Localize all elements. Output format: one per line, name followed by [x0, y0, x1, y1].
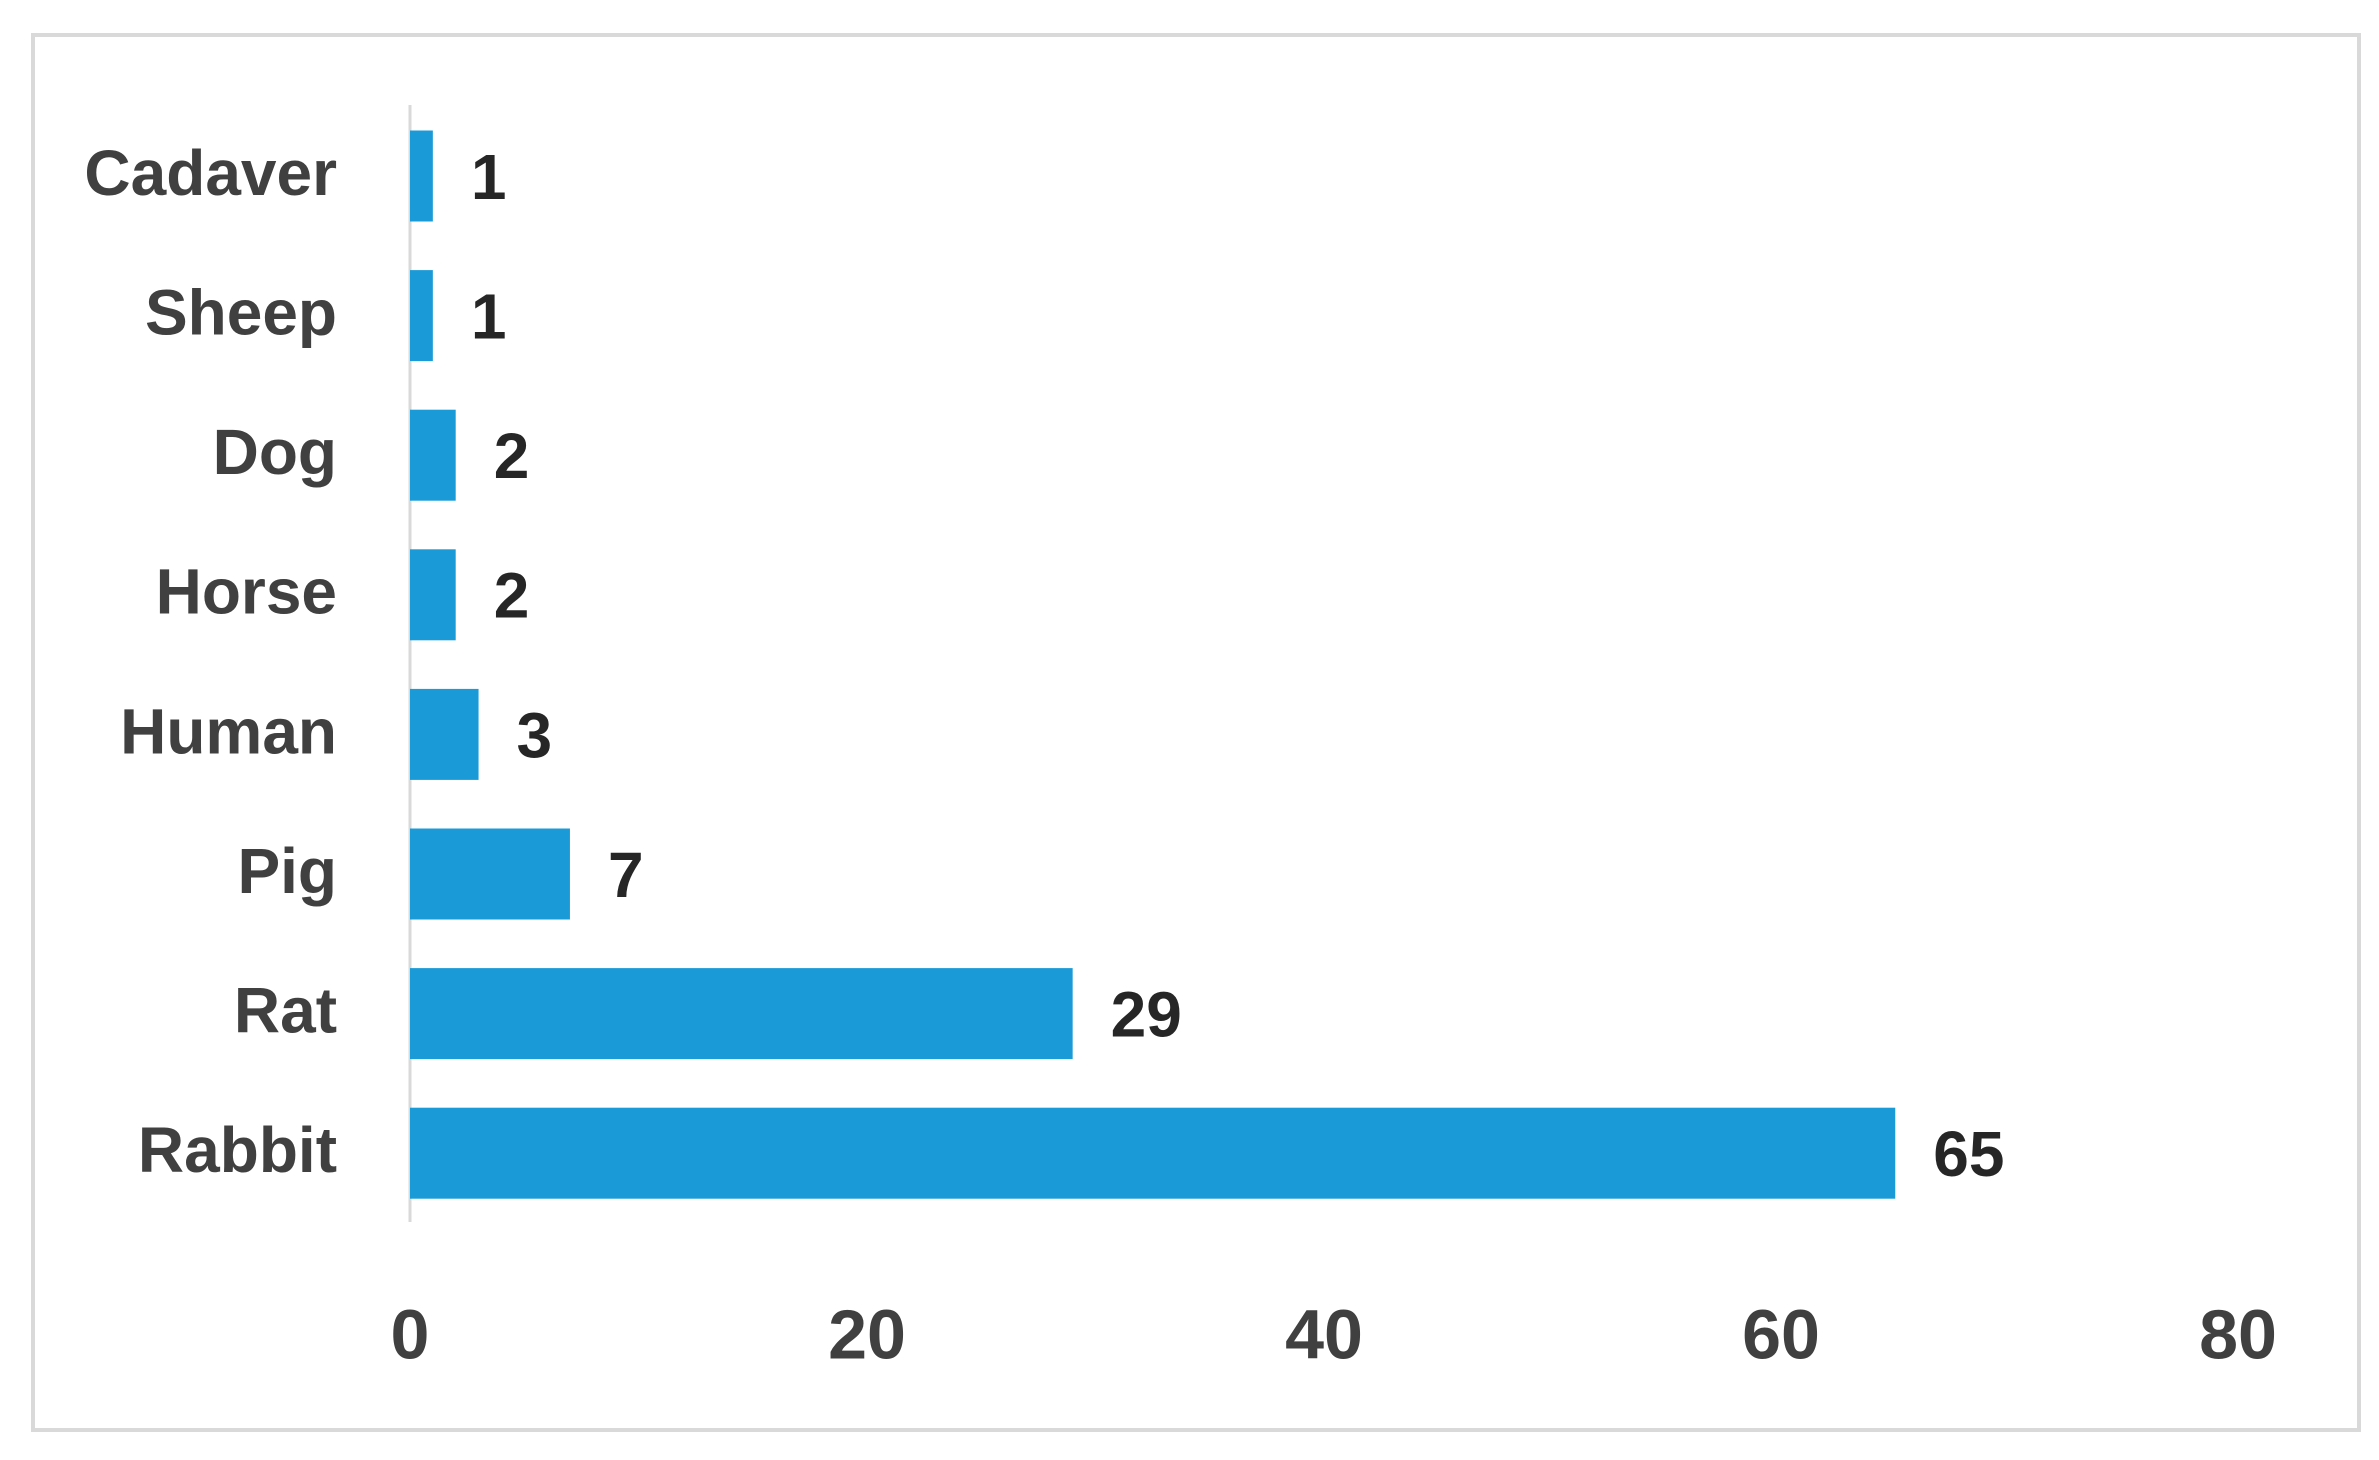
y-tick-label: Rat	[234, 975, 337, 1047]
bar	[410, 270, 433, 362]
bar	[410, 688, 479, 780]
value-label: 65	[1933, 1118, 2004, 1190]
value-label: 1	[471, 281, 507, 353]
value-label: 2	[494, 420, 530, 492]
x-tick-label: 80	[2199, 1295, 2277, 1373]
value-label: 1	[471, 141, 507, 213]
bar	[410, 130, 433, 222]
y-tick-label: Pig	[237, 835, 337, 907]
x-tick-label: 0	[391, 1295, 430, 1373]
value-label: 7	[608, 839, 644, 911]
x-tick-label: 20	[828, 1295, 906, 1373]
y-tick-label: Dog	[213, 416, 337, 488]
y-tick-label: Cadaver	[84, 137, 337, 209]
chart-border	[31, 33, 2361, 1432]
value-label: 3	[517, 699, 553, 771]
bar	[410, 549, 456, 641]
y-tick-label: Horse	[156, 556, 337, 628]
y-tick-label: Sheep	[145, 277, 337, 349]
bar	[410, 1107, 1896, 1199]
x-tick-label: 40	[1285, 1295, 1363, 1373]
y-tick-label: Human	[120, 695, 337, 767]
y-tick-label: Rabbit	[138, 1114, 337, 1186]
bar	[410, 828, 570, 920]
bar	[410, 409, 456, 501]
value-label: 2	[494, 560, 530, 632]
bar	[410, 968, 1073, 1060]
x-tick-label: 60	[1742, 1295, 1820, 1373]
value-label: 29	[1111, 979, 1182, 1051]
